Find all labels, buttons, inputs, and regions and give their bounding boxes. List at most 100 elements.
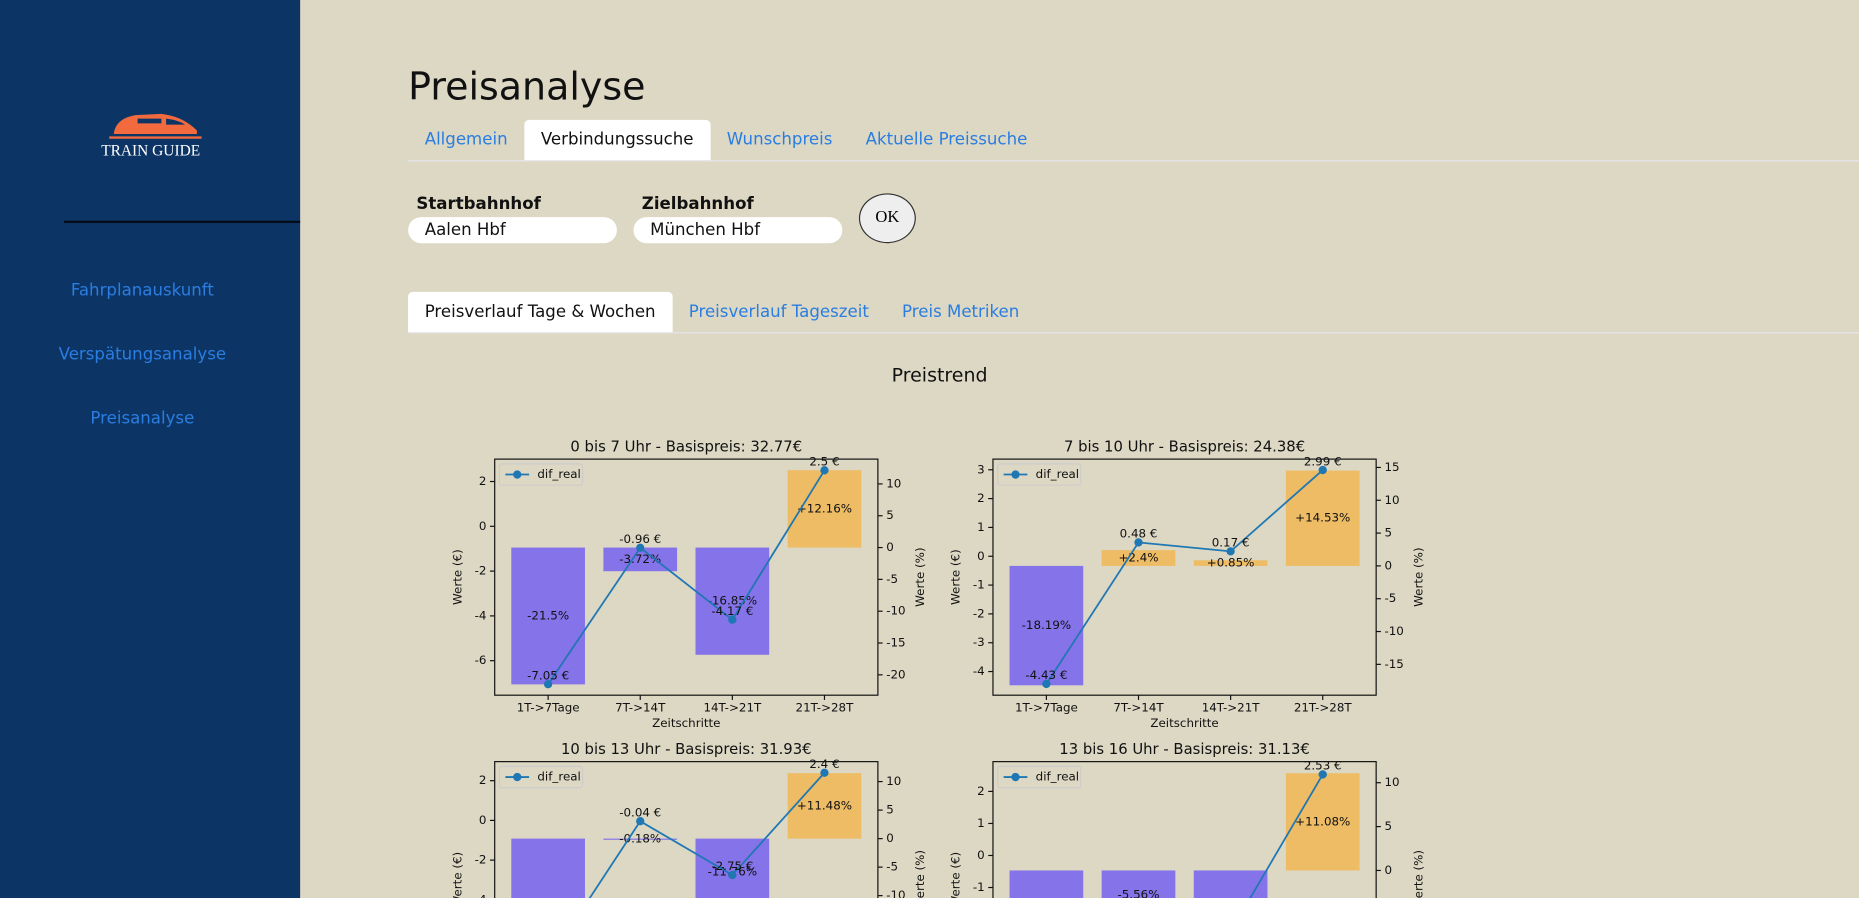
- divider: [64, 220, 301, 224]
- text-input[interactable]: München Hbf: [633, 217, 843, 244]
- line: [1249, 773, 1324, 898]
- y2-tick-label: 5: [886, 803, 894, 817]
- bar: [511, 547, 585, 685]
- line-marker: [1318, 770, 1327, 779]
- nav-link[interactable]: Preisanalyse: [90, 409, 195, 429]
- y-axis-label: Werte (€): [949, 852, 963, 898]
- bar-label: +0.85%: [1207, 556, 1255, 570]
- x-tick-label: 7T->14T: [615, 701, 666, 715]
- y-tick-label: 2: [479, 773, 487, 787]
- bar: [603, 547, 678, 572]
- legend-marker: [1011, 772, 1020, 782]
- bar: [511, 838, 585, 898]
- chart: 10 bis 13 Uhr - Basispreis: 31.93€Zeitsc…: [450, 741, 927, 898]
- y2-tick-label: 10: [1384, 775, 1399, 789]
- x-tick-label: 7T->14T: [1113, 701, 1164, 715]
- line-marker: [1318, 465, 1327, 475]
- y-axis-label: Werte (€): [949, 549, 963, 605]
- line-marker: [1134, 538, 1143, 547]
- y-tick-label: 1: [977, 816, 985, 830]
- subtab[interactable]: Preis Metriken: [902, 302, 1020, 322]
- y-tick-label: 2: [479, 474, 487, 488]
- point-label: -7.05 €: [527, 668, 569, 682]
- y2-tick-label: 10: [886, 774, 901, 788]
- plot-frame: [494, 458, 879, 696]
- y-tick-label: 0: [479, 813, 487, 827]
- tab[interactable]: Aktuelle Preissuche: [865, 130, 1028, 150]
- point-label: -0.04 €: [619, 805, 661, 819]
- x-axis-label: Zeitschritte: [652, 716, 720, 730]
- point-label: -0.96 €: [619, 532, 661, 546]
- nav-link[interactable]: Fahrplanauskunft: [70, 281, 214, 301]
- y-tick-label: 2: [977, 784, 985, 798]
- chart-title: 13 bis 16 Uhr - Basispreis: 31.13€: [1059, 741, 1310, 758]
- nav-link[interactable]: Verspätungsanalyse: [58, 345, 227, 365]
- x-tick-label: 1T->7Tage: [1015, 701, 1078, 715]
- line-marker: [820, 768, 829, 777]
- text-input[interactable]: Aalen Hbf: [408, 217, 617, 244]
- y2-tick-label: -10: [1384, 624, 1403, 638]
- y2-axis-label: Werte (%): [1411, 547, 1425, 606]
- bar-label: +11.08%: [1295, 814, 1350, 828]
- legend-label: dif_real: [537, 467, 580, 481]
- line-marker: [1042, 679, 1051, 689]
- y2-tick-label: 15: [1384, 460, 1399, 474]
- bar: [1101, 550, 1176, 566]
- legend-box: [498, 463, 584, 486]
- y-tick-label: 3: [977, 462, 985, 476]
- y-tick-label: -4: [475, 892, 487, 898]
- legend-label: dif_real: [1036, 467, 1079, 481]
- x-axis-label: Zeitschritte: [1150, 716, 1218, 730]
- line-marker: [728, 870, 737, 880]
- tab[interactable]: Verbindungssuche: [524, 119, 711, 161]
- y-tick-label: 0: [977, 848, 985, 862]
- y-tick-label: -4: [973, 664, 985, 678]
- y2-tick-label: -10: [886, 888, 905, 898]
- subtab[interactable]: Preisverlauf Tageszeit: [688, 302, 869, 322]
- y-tick-label: -6: [475, 653, 487, 667]
- y2-tick-label: 5: [1384, 526, 1392, 540]
- y2-axis-label: Werte (%): [1411, 850, 1425, 898]
- figure-title: Preistrend: [892, 365, 988, 387]
- bar-label: -16.85%: [708, 594, 758, 608]
- bar-label: +12.16%: [797, 501, 852, 515]
- y2-tick-label: 0: [886, 540, 894, 554]
- bar: [787, 773, 862, 839]
- bar: [1009, 870, 1084, 898]
- y-tick-label: 0: [479, 519, 487, 533]
- line-marker: [820, 466, 829, 475]
- y2-tick-label: -15: [1384, 657, 1403, 671]
- point-label: 0.17 €: [1212, 536, 1250, 550]
- subtab[interactable]: Preisverlauf Tage & Wochen: [408, 291, 673, 333]
- y2-tick-label: -5: [886, 572, 898, 586]
- y2-axis-label: Werte (%): [913, 547, 927, 606]
- bar: [1285, 470, 1360, 566]
- y2-tick-label: 0: [1384, 863, 1392, 877]
- point-label: 2.99 €: [1304, 454, 1342, 468]
- bar: [1009, 565, 1084, 686]
- y-tick-label: 0: [977, 549, 985, 563]
- point-label: 2.4 €: [809, 757, 839, 771]
- y2-tick-label: 10: [1384, 493, 1399, 507]
- y-tick-label: -2: [475, 853, 487, 867]
- tab[interactable]: Wunschpreis: [726, 130, 833, 150]
- legend-box: [997, 765, 1082, 789]
- y-tick-label: 2: [977, 491, 985, 505]
- tab[interactable]: Allgemein: [424, 130, 508, 150]
- chart: 7 bis 10 Uhr - Basispreis: 24.38€ Zeitsch…: [949, 438, 1426, 730]
- logo-text: TRAIN GUIDE: [101, 141, 201, 159]
- y2-tick-label: -5: [886, 860, 898, 874]
- point-label: -4.43 €: [1025, 668, 1067, 682]
- logo-icon: [109, 113, 202, 139]
- y2-tick-label: -5: [1384, 591, 1396, 605]
- line-marker: [543, 680, 553, 689]
- sidebar: TRAIN GUIDE Fahrplanauskunft Verspätungs…: [0, 0, 301, 898]
- bar-label: -18.19%: [1022, 618, 1072, 632]
- submit-button[interactable]: OK: [858, 193, 916, 244]
- point-label: 2.5 €: [809, 455, 839, 469]
- field-label: Startbahnhof: [416, 194, 541, 214]
- x-tick-label: 1T->7Tage: [517, 701, 580, 715]
- plot-frame: [992, 458, 1377, 696]
